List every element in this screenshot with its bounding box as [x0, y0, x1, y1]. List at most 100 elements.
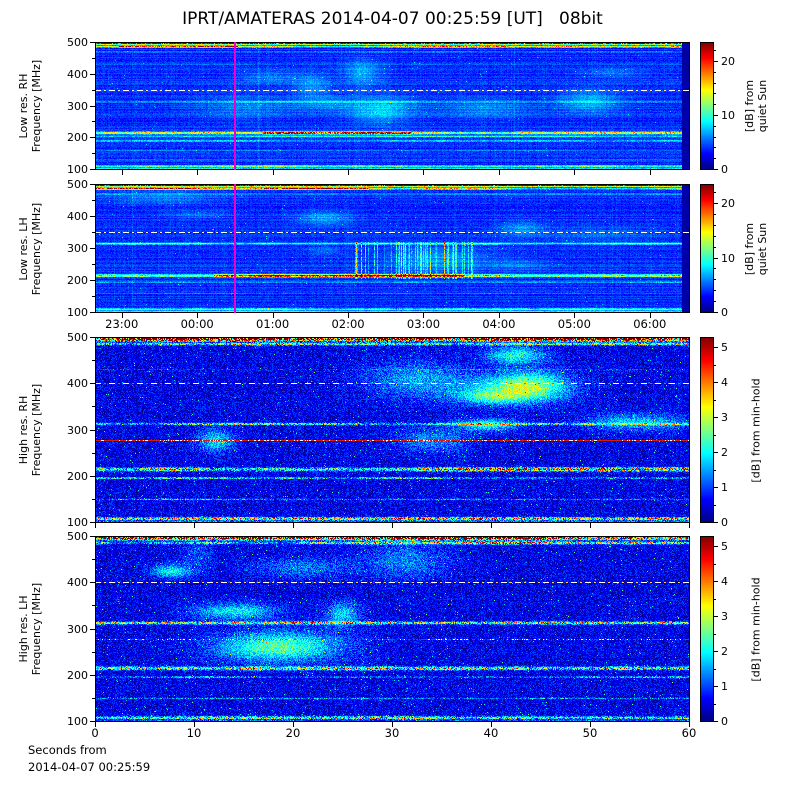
colorbar-tick-mark	[714, 115, 718, 116]
x-tick-mark	[293, 523, 294, 528]
colorbar-tick-label: 0	[721, 306, 728, 319]
colorbar-gradient	[700, 337, 714, 523]
y-tick-mark	[90, 522, 95, 523]
colorbar-tick-mark	[714, 686, 718, 687]
freq-tick-label: 400	[67, 210, 88, 223]
seconds-tick-label: 40	[483, 726, 499, 740]
freq-tick-label: 300	[67, 100, 88, 113]
seconds-tick-label: 50	[582, 726, 598, 740]
freq-tick-label: 200	[67, 470, 88, 483]
colorbar-minor-tick-mark	[714, 301, 716, 302]
colorbar-tick-label: 10	[721, 109, 735, 122]
colorbar-tick-mark	[714, 546, 718, 547]
y-tick-mark	[90, 582, 95, 583]
colorbar-gradient	[700, 184, 714, 313]
colorbar-tick-mark	[714, 417, 718, 418]
colorbar-label: [dB] from min-hold	[750, 330, 763, 530]
spectrogram-canvas	[95, 337, 690, 523]
freq-tick-label: 400	[67, 377, 88, 390]
y-minor-tick-mark	[92, 559, 95, 560]
y-tick-mark	[90, 169, 95, 170]
colorbar-minor-tick-mark	[714, 50, 716, 51]
colorbar-minor-tick-mark	[714, 564, 716, 565]
freq-tick-label: 200	[67, 274, 88, 287]
colorbar-tick-mark	[714, 382, 718, 383]
y-axis-label: High res. LH Frequency [MHz]	[17, 529, 43, 729]
colorbar-tick-label: 2	[721, 645, 728, 658]
colorbar-tick-mark	[714, 581, 718, 582]
y-tick-mark	[90, 629, 95, 630]
x-axis-caption: Seconds from 2014-04-07 00:25:59	[28, 742, 150, 776]
y-axis-label-line2: Frequency [MHz]	[30, 383, 43, 477]
y-axis-label: High res. RH Frequency [MHz]	[17, 330, 43, 530]
colorbar-minor-tick-mark	[714, 505, 716, 506]
x-tick-mark	[392, 523, 393, 528]
x-tick-mark	[574, 313, 575, 318]
colorbar-tick-mark	[714, 452, 718, 453]
seconds-tick-label: 30	[384, 726, 400, 740]
y-tick-mark	[90, 337, 95, 338]
y-tick-mark	[90, 280, 95, 281]
freq-tick-label: 400	[67, 576, 88, 589]
freq-tick-label: 500	[67, 36, 88, 49]
colorbar-tick-label: 0	[721, 163, 728, 176]
y-tick-mark	[90, 74, 95, 75]
y-axis-label-line2: Frequency [MHz]	[30, 202, 43, 295]
colorbar-minor-tick-mark	[714, 470, 716, 471]
colorbar-minor-tick-mark	[714, 93, 716, 94]
time-tick-label: 06:00	[633, 317, 667, 331]
y-axis-label-line2: Frequency [MHz]	[30, 582, 43, 676]
y-tick-mark	[90, 721, 95, 722]
y-axis-label-line1: High res. RH	[17, 395, 30, 465]
colorbar-minor-tick-mark	[714, 214, 716, 215]
caption-line1: Seconds from	[28, 743, 107, 757]
colorbar-tick-mark	[714, 651, 718, 652]
x-tick-mark	[590, 722, 591, 727]
colorbar-tick-mark	[714, 203, 718, 204]
y-minor-tick-mark	[92, 296, 95, 297]
seconds-tick-label: 20	[285, 726, 301, 740]
x-tick-mark	[293, 722, 294, 727]
y-axis-label-line1: Low res. LH	[17, 216, 30, 281]
x-tick-mark	[197, 170, 198, 175]
y-tick-mark	[90, 216, 95, 217]
colorbar-minor-tick-mark	[714, 634, 716, 635]
colorbar-minor-tick-mark	[714, 225, 716, 226]
colorbar-minor-tick-mark	[714, 137, 716, 138]
y-tick-mark	[90, 430, 95, 431]
caption-line2: 2014-04-07 00:25:59	[28, 760, 151, 774]
x-tick-mark	[689, 722, 690, 727]
x-tick-mark	[491, 722, 492, 727]
colorbar-minor-tick-mark	[714, 104, 716, 105]
colorbar-tick-label: 4	[721, 376, 728, 389]
freq-tick-label: 200	[67, 131, 88, 144]
freq-tick-label: 200	[67, 669, 88, 682]
y-minor-tick-mark	[92, 58, 95, 59]
colorbar-gradient	[700, 42, 714, 170]
x-tick-mark	[491, 523, 492, 528]
colorbar-minor-tick-mark	[714, 192, 716, 193]
y-minor-tick-mark	[92, 360, 95, 361]
colorbar-tick-label: 1	[721, 680, 728, 693]
y-minor-tick-mark	[92, 200, 95, 201]
colorbar-minor-tick-mark	[714, 268, 716, 269]
y-axis-label: Low res. LH Frequency [MHz]	[17, 149, 43, 349]
colorbar-label-line1: [dB] from min-hold	[749, 576, 763, 682]
colorbar-minor-tick-mark	[714, 158, 716, 159]
freq-tick-label: 300	[67, 623, 88, 636]
freq-tick-label: 100	[67, 715, 88, 728]
x-tick-mark	[499, 170, 500, 175]
time-tick-label: 05:00	[557, 317, 591, 331]
colorbar-tick-label: 2	[721, 446, 728, 459]
freq-tick-label: 100	[67, 163, 88, 176]
colorbar-tick-label: 4	[721, 575, 728, 588]
colorbar-minor-tick-mark	[714, 83, 716, 84]
x-tick-mark	[197, 313, 198, 318]
colorbar-minor-tick-mark	[714, 435, 716, 436]
seconds-tick-label: 10	[186, 726, 202, 740]
y-minor-tick-mark	[92, 698, 95, 699]
y-minor-tick-mark	[92, 406, 95, 407]
colorbar-tick-label: 5	[721, 540, 728, 553]
colorbar-tick-label: 0	[721, 715, 728, 728]
